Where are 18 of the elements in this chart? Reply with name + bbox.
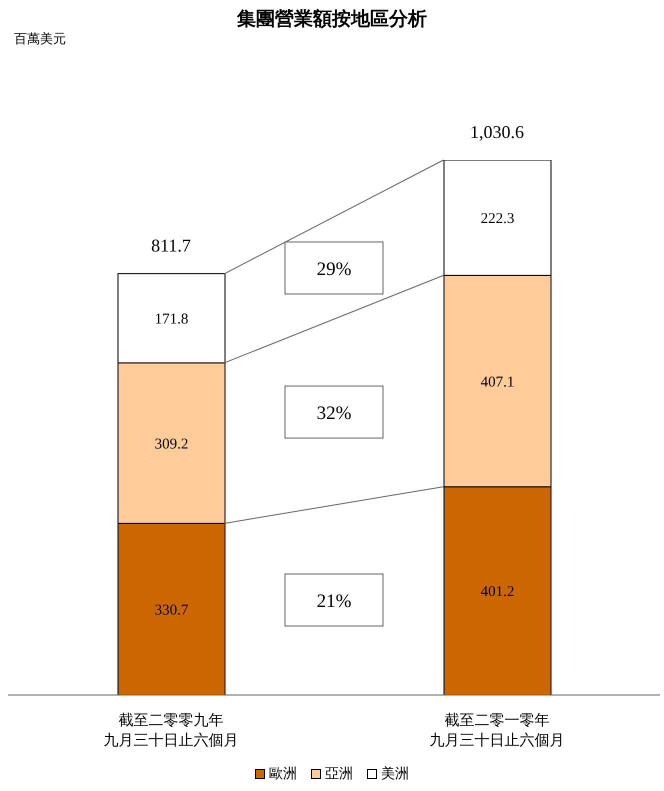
text: 百萬美元 — [14, 30, 66, 48]
annotation: 32% — [316, 403, 352, 424]
data-label: 330.7 — [154, 602, 189, 618]
legend-label: 歐洲 — [268, 766, 297, 783]
annotation: 21% — [316, 591, 352, 612]
data-label: 309.2 — [154, 436, 188, 452]
x-tick-label: 截至二零零九年九月三十日止六個月 — [104, 712, 238, 749]
data-label: 401.2 — [480, 584, 514, 600]
data-label: 171.8 — [154, 312, 188, 328]
annotation: 29% — [316, 258, 352, 280]
data-label: 407.1 — [480, 374, 514, 390]
chart-title: 集團營業額按地區分析 — [236, 8, 428, 32]
total-label: 811.7 — [151, 236, 191, 256]
legend-label: 亞洲 — [324, 766, 353, 783]
data-label: 222.3 — [480, 211, 514, 228]
legend-label: 美洲 — [380, 765, 409, 783]
x-tick-label: 截至二零一零年九月三十日止六個月 — [430, 712, 564, 749]
total-label: 1,030.6 — [470, 122, 524, 142]
